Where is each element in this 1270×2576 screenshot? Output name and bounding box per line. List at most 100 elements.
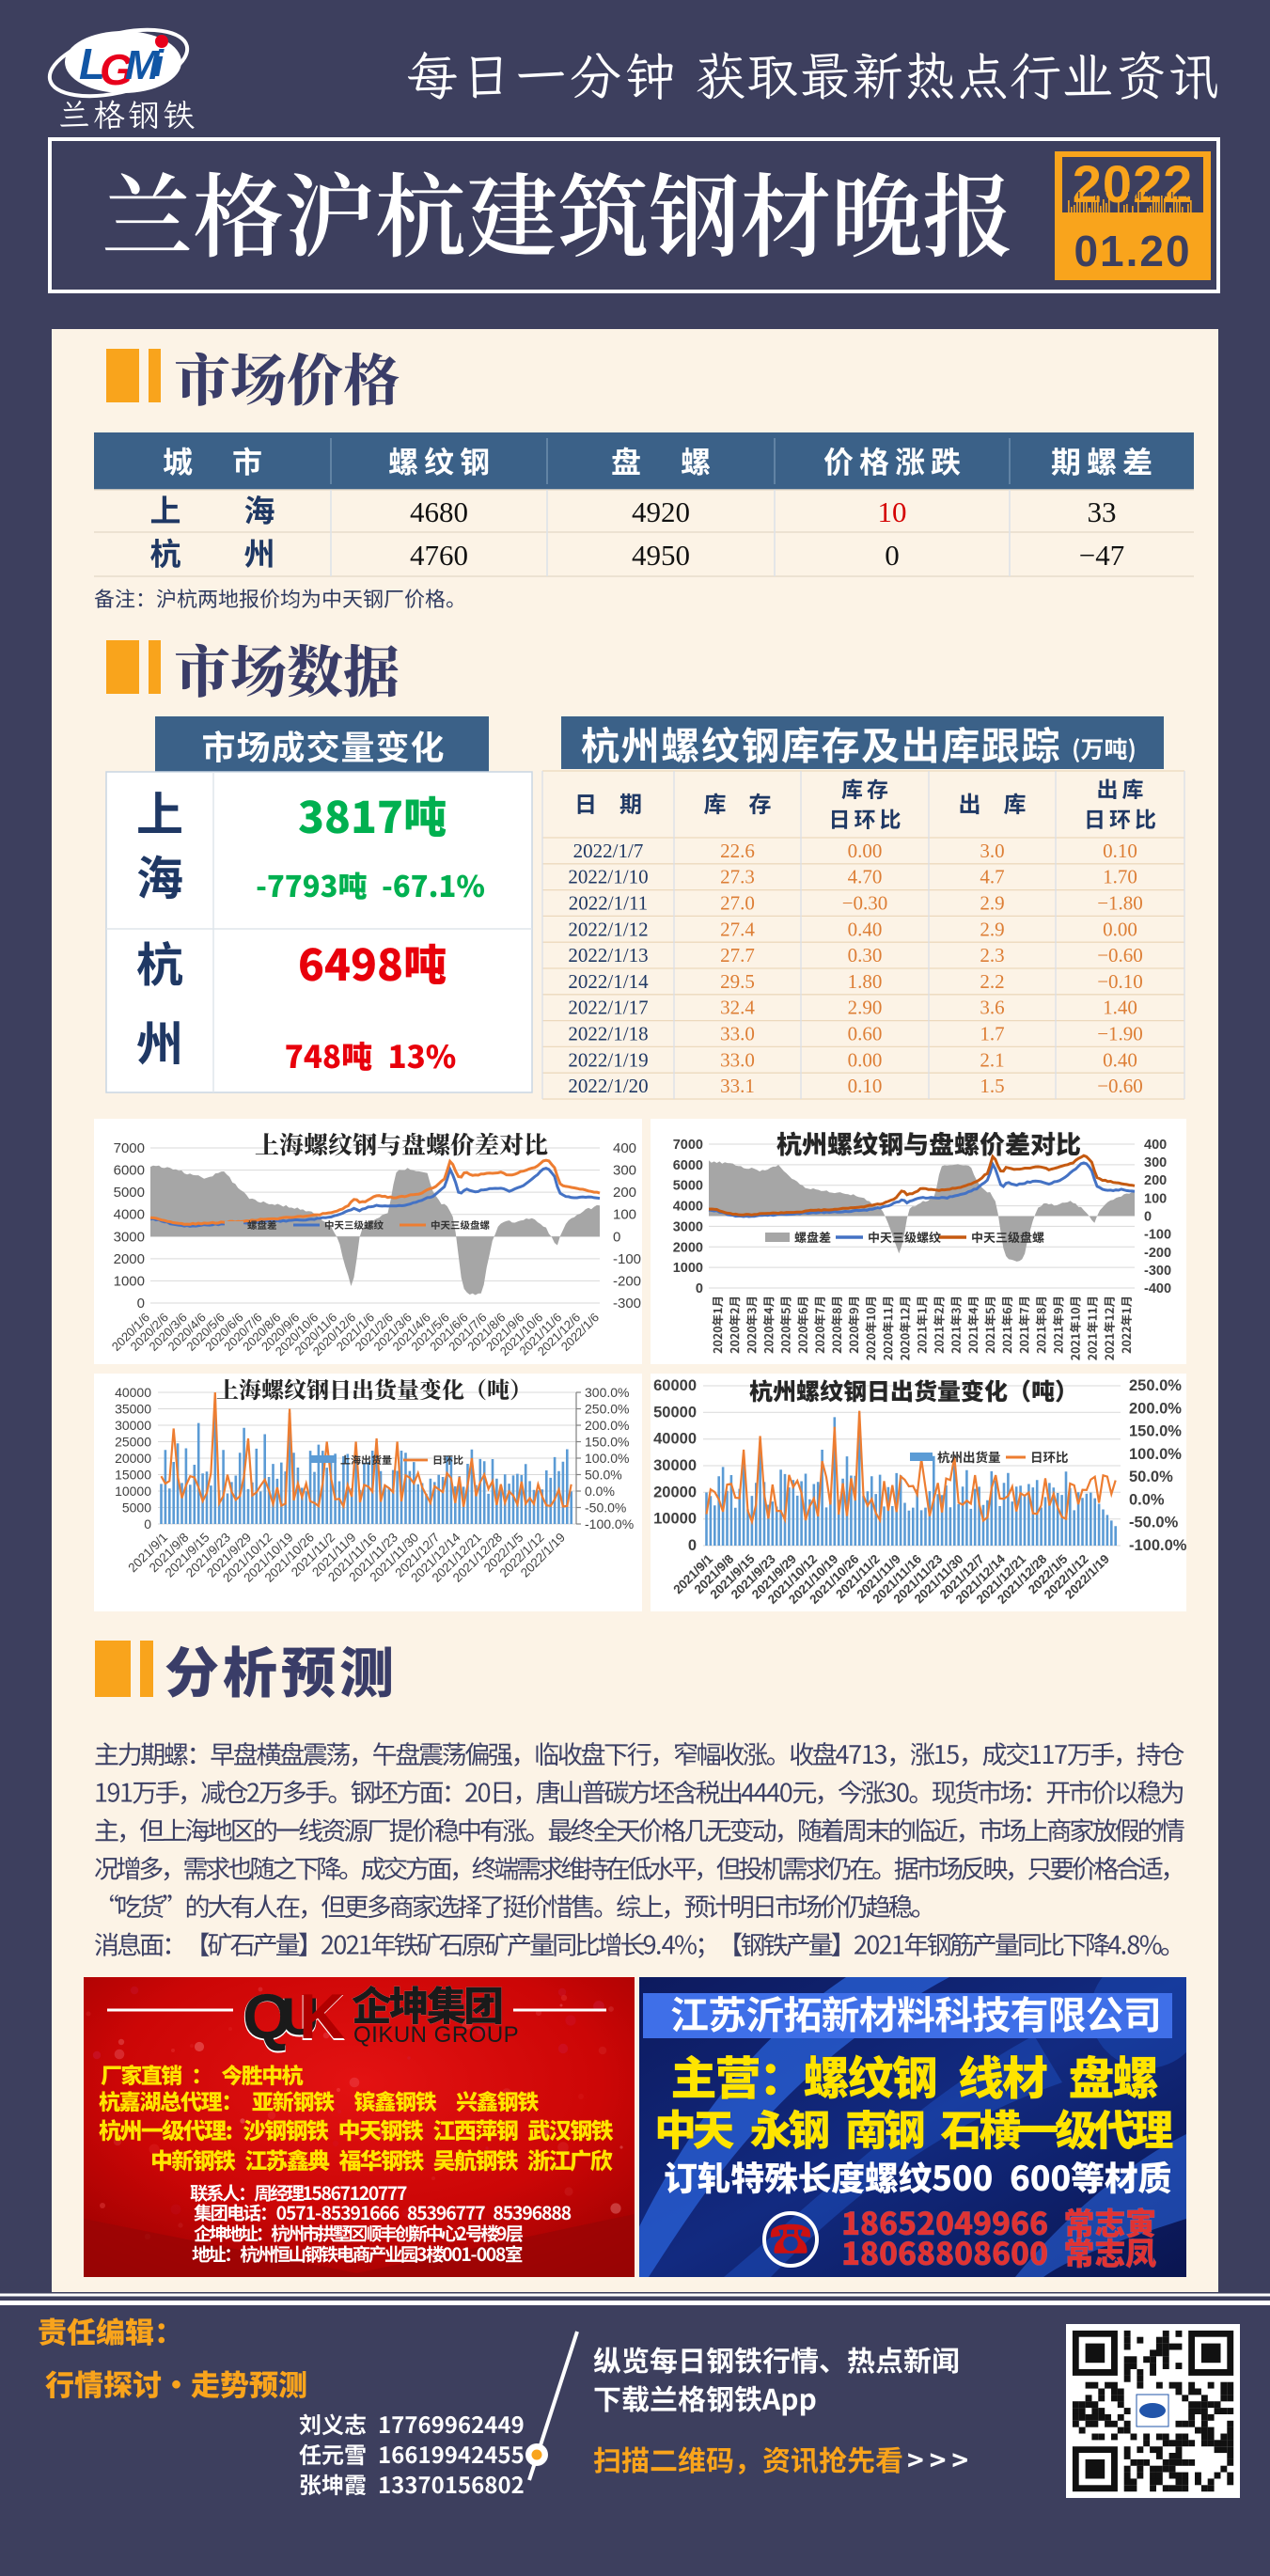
svg-text:2022: 2022	[1073, 154, 1194, 213]
svg-text:0: 0	[885, 539, 900, 572]
svg-text:7000: 7000	[673, 1138, 703, 1153]
svg-text:33.0: 33.0	[720, 1023, 755, 1045]
svg-text:2022/1/14: 2022/1/14	[568, 970, 649, 993]
svg-text:200.0%: 200.0%	[585, 1418, 629, 1433]
svg-text:3.0: 3.0	[980, 840, 1004, 862]
svg-text:250.0%: 250.0%	[1129, 1377, 1182, 1394]
svg-text:2.90: 2.90	[848, 997, 883, 1019]
svg-text:50.0%: 50.0%	[1129, 1469, 1173, 1485]
svg-text:-400: -400	[1144, 1281, 1171, 1296]
svg-text:-50.0%: -50.0%	[585, 1500, 626, 1516]
svg-text:400: 400	[613, 1140, 636, 1156]
svg-text:0.60: 0.60	[848, 1023, 883, 1045]
svg-text:0: 0	[696, 1281, 703, 1296]
svg-text:10: 10	[878, 495, 907, 528]
svg-text:35000: 35000	[115, 1402, 151, 1417]
svg-text:4680: 4680	[410, 495, 468, 528]
svg-text:33: 33	[1088, 495, 1117, 528]
svg-text:22.6: 22.6	[720, 840, 755, 862]
svg-text:20000: 20000	[115, 1451, 151, 1466]
svg-text:−0.60: −0.60	[1097, 1075, 1143, 1097]
svg-text:4.70: 4.70	[848, 866, 883, 888]
svg-text:150.0%: 150.0%	[1129, 1423, 1182, 1440]
svg-text:1.7: 1.7	[980, 1023, 1004, 1045]
svg-text:25000: 25000	[115, 1435, 151, 1450]
svg-text:QIKUN GROUP: QIKUN GROUP	[353, 2022, 519, 2048]
svg-text:50.0%: 50.0%	[585, 1468, 622, 1483]
svg-text:27.7: 27.7	[720, 944, 755, 966]
svg-text:3000: 3000	[114, 1229, 145, 1245]
svg-text:5000: 5000	[673, 1179, 703, 1194]
svg-text:2022/1/20: 2022/1/20	[568, 1075, 648, 1097]
svg-text:2022/1/13: 2022/1/13	[568, 944, 648, 966]
svg-text:2.1: 2.1	[980, 1048, 1004, 1071]
svg-text:4950: 4950	[632, 539, 690, 572]
svg-text:0.0%: 0.0%	[1129, 1491, 1165, 1508]
svg-text:0: 0	[688, 1537, 697, 1554]
svg-text:250.0%: 250.0%	[585, 1402, 629, 1417]
svg-text:6000: 6000	[673, 1158, 703, 1173]
svg-text:0.40: 0.40	[848, 918, 883, 940]
svg-text:200: 200	[1144, 1173, 1167, 1188]
svg-text:100: 100	[613, 1207, 636, 1223]
svg-text:2.9: 2.9	[980, 918, 1004, 940]
svg-text:K: K	[299, 1981, 345, 2052]
svg-text:2022/1/10: 2022/1/10	[568, 866, 648, 888]
svg-text:2022/1/19: 2022/1/19	[568, 1048, 648, 1071]
svg-text:0.00: 0.00	[848, 840, 883, 862]
svg-text:-200: -200	[613, 1273, 641, 1289]
svg-text:6000: 6000	[114, 1163, 145, 1179]
svg-text:0: 0	[144, 1516, 151, 1531]
svg-text:5000: 5000	[114, 1185, 145, 1201]
svg-text:-100.0%: -100.0%	[585, 1516, 634, 1531]
svg-text:2022/1/18: 2022/1/18	[568, 1023, 648, 1045]
svg-text:300.0%: 300.0%	[585, 1385, 629, 1400]
svg-text:33.0: 33.0	[720, 1048, 755, 1071]
svg-text:40000: 40000	[653, 1431, 697, 1448]
svg-text:−0.10: −0.10	[1097, 970, 1143, 993]
svg-text:7000: 7000	[114, 1140, 145, 1156]
svg-text:-50.0%: -50.0%	[1129, 1515, 1179, 1531]
svg-text:-100: -100	[1144, 1228, 1171, 1243]
svg-text:400: 400	[1144, 1138, 1167, 1153]
svg-text:300: 300	[613, 1163, 636, 1179]
svg-text:0.40: 0.40	[1103, 1048, 1137, 1071]
svg-text:L: L	[79, 39, 105, 88]
svg-text:-100: -100	[613, 1251, 641, 1267]
svg-text:30000: 30000	[653, 1457, 697, 1474]
svg-text:−1.80: −1.80	[1097, 892, 1143, 915]
svg-text:29.5: 29.5	[720, 970, 755, 993]
svg-text:50000: 50000	[653, 1404, 697, 1421]
svg-text:1.70: 1.70	[1103, 866, 1137, 888]
svg-text:150.0%: 150.0%	[585, 1435, 629, 1450]
svg-text:200: 200	[613, 1185, 636, 1201]
svg-text:1.80: 1.80	[848, 970, 883, 993]
svg-text:2000: 2000	[673, 1240, 703, 1255]
svg-text:1000: 1000	[114, 1273, 145, 1289]
svg-text:1.40: 1.40	[1103, 997, 1137, 1019]
svg-text:20000: 20000	[653, 1484, 697, 1500]
svg-text:3000: 3000	[673, 1219, 703, 1234]
svg-text:-200: -200	[1144, 1246, 1171, 1261]
svg-text:2022/1/12: 2022/1/12	[568, 918, 648, 940]
svg-text:2.2: 2.2	[980, 970, 1004, 993]
svg-text:M: M	[125, 42, 161, 88]
svg-text:1000: 1000	[673, 1261, 703, 1276]
svg-text:2022/1/7: 2022/1/7	[573, 840, 644, 862]
svg-text:−47: −47	[1079, 539, 1124, 572]
svg-text:2022/1/17: 2022/1/17	[568, 997, 648, 1019]
svg-text:300: 300	[1144, 1155, 1167, 1170]
svg-text:0: 0	[137, 1296, 145, 1312]
svg-text:U: U	[281, 1987, 319, 2046]
svg-text:−0.60: −0.60	[1097, 944, 1143, 966]
svg-text:5000: 5000	[122, 1500, 151, 1516]
svg-text:4000: 4000	[114, 1207, 145, 1223]
svg-text:40000: 40000	[115, 1385, 151, 1400]
svg-text:Q: Q	[243, 1981, 292, 2052]
svg-text:100: 100	[1144, 1191, 1167, 1206]
svg-text:4920: 4920	[632, 495, 690, 528]
svg-text:33.1: 33.1	[720, 1075, 755, 1097]
svg-text:2.9: 2.9	[980, 892, 1004, 915]
svg-text:3.6: 3.6	[980, 997, 1004, 1019]
svg-text:15000: 15000	[115, 1468, 151, 1483]
